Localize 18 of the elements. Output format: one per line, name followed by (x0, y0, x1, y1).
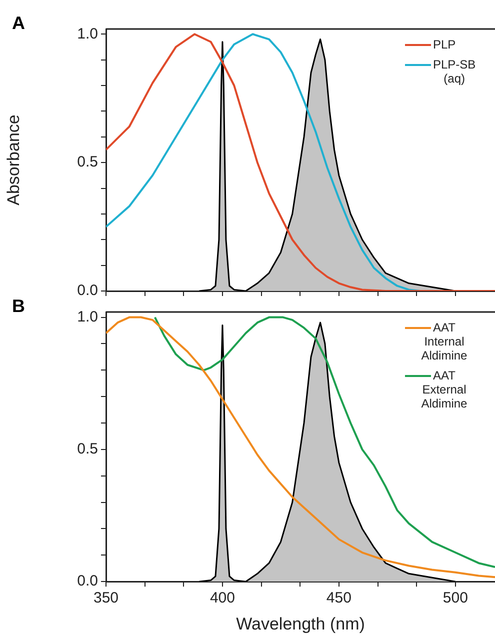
y-tick-label: 1.0 (77, 25, 98, 42)
x-axis-title: Wavelength (nm) (236, 614, 365, 634)
x-tick-label: 450 (326, 590, 352, 607)
y-tick-label: 0.0 (77, 572, 98, 590)
legend-label: PLP-SB (aq) (433, 57, 476, 86)
legend-label: PLP (433, 37, 456, 52)
legend-label: AAT Internal Aldimine (421, 320, 468, 362)
y-axis-title: Absorbance (4, 114, 23, 206)
y-tick-label: 0.5 (77, 154, 98, 171)
x-tick-label: 400 (210, 590, 235, 607)
y-tick-label: 0.5 (77, 440, 98, 458)
y-tick-label: 1.0 (77, 308, 98, 326)
text: B (12, 296, 25, 316)
text: A (12, 12, 25, 33)
legend-label: AAT External Aldimine (421, 368, 468, 410)
x-tick-label: 350 (93, 590, 119, 607)
y-tick-label: 0.0 (77, 282, 98, 300)
x-tick-label: 500 (442, 590, 468, 607)
